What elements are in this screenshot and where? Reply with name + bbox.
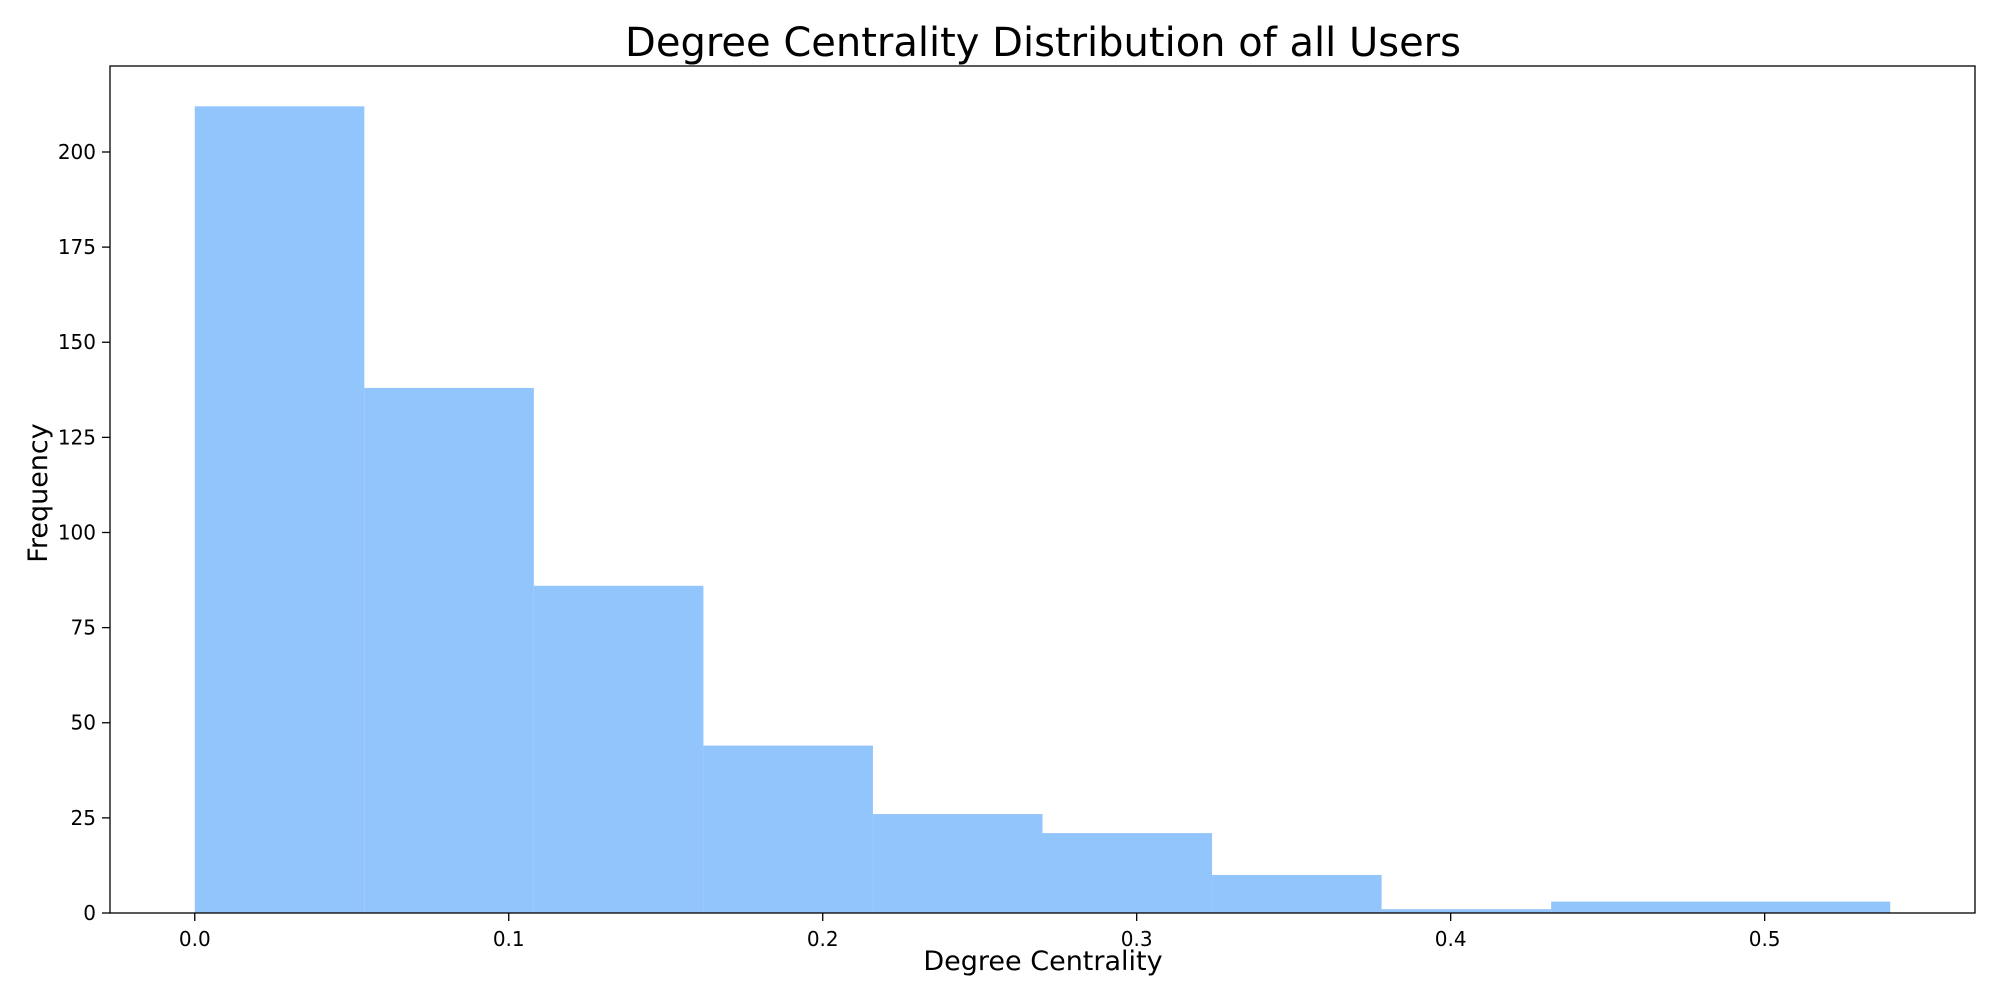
x-axis: 0.0 0.1 0.2 0.3 0.4 0.5 bbox=[179, 913, 1781, 951]
y-tick-label-2: 25 bbox=[71, 806, 96, 830]
plot-frame bbox=[109, 65, 1976, 914]
histogram-bar-7 bbox=[1212, 874, 1382, 913]
y-tick-label-1: 0 bbox=[83, 901, 96, 925]
y-tick-label-8: 175 bbox=[58, 235, 96, 259]
bars-layer bbox=[194, 106, 1891, 914]
x-axis-label: Degree Centrality bbox=[923, 946, 1162, 977]
y-tick-label-9: 200 bbox=[58, 140, 96, 164]
histogram-bar-1 bbox=[194, 106, 365, 914]
y-tick-label-6: 125 bbox=[58, 425, 96, 449]
x-tick-label-2: 0.1 bbox=[493, 927, 525, 951]
y-tick-label-3: 50 bbox=[71, 711, 96, 735]
histogram-bar-9 bbox=[1551, 901, 1891, 913]
chart-title: Degree Centrality Distribution of all Us… bbox=[625, 20, 1461, 66]
x-tick-label-6: 0.5 bbox=[1749, 927, 1781, 951]
histogram-bar-3 bbox=[533, 585, 704, 913]
x-tick-label-5: 0.4 bbox=[1435, 927, 1467, 951]
histogram-bar-6 bbox=[1042, 833, 1213, 913]
y-axis: 0 25 50 75 100 125 150 175 200 bbox=[58, 140, 110, 925]
y-axis-label: Frequency bbox=[23, 423, 54, 563]
histogram-bar-4 bbox=[703, 745, 873, 913]
x-tick-label-3: 0.2 bbox=[807, 927, 839, 951]
x-tick-label-4: 0.3 bbox=[1121, 927, 1153, 951]
x-tick-label-1: 0.0 bbox=[179, 927, 211, 951]
histogram-bar-5 bbox=[872, 814, 1043, 913]
y-tick-label-7: 150 bbox=[58, 330, 96, 354]
y-tick-label-5: 100 bbox=[58, 520, 96, 544]
y-tick-label-4: 75 bbox=[71, 616, 96, 640]
histogram-bar-8 bbox=[1381, 909, 1552, 913]
histogram-bar-2 bbox=[364, 387, 534, 914]
